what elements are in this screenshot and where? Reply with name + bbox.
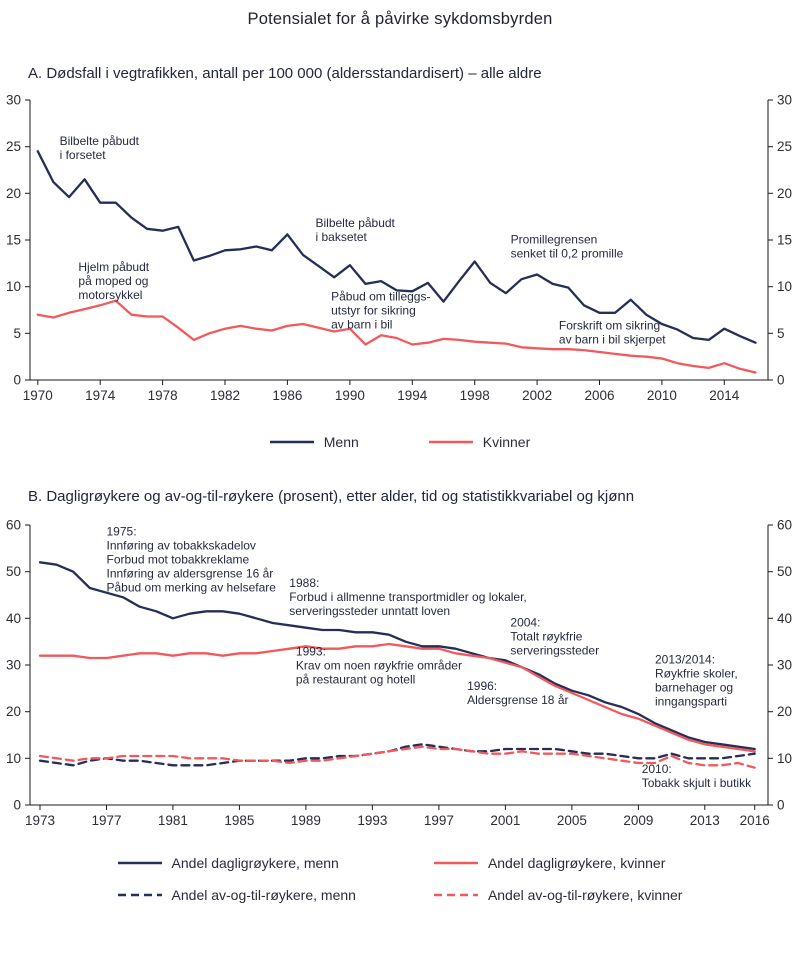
chart-a-road-deaths: 0 0 5 5 10 10 15 15 20 20 25 25 30 30 1970 1974 1978 1982… bbox=[6, 93, 792, 404]
x-tick-label: 1993 bbox=[357, 813, 387, 828]
panel-b-heading: B. Dagligrøykere og av-og-til-røykere (p… bbox=[28, 488, 635, 505]
chart-annotation: Hjelm påbudt på moped og motorsykkel bbox=[78, 260, 149, 302]
chart-annotation: Promillegrensen senket til 0,2 promille bbox=[511, 233, 624, 261]
legend-label: Andel av-og-til-røykere, menn bbox=[171, 887, 356, 903]
figure-page: Potensialet for å påvirke sykdomsbyrden … bbox=[0, 10, 800, 955]
y-tick-label: 20 bbox=[6, 704, 21, 719]
legend-b: Andel dagligrøykere, menn Andel dagligrøy… bbox=[0, 855, 800, 903]
legend-label: Andel av-og-til-røykere, kvinner bbox=[487, 887, 683, 903]
panel-a-heading: A. Dødsfall i vegtrafikken, antall per 1… bbox=[28, 65, 542, 82]
y-tick-label: 10 bbox=[6, 279, 21, 294]
dashed-line-sample-icon bbox=[117, 893, 162, 897]
chart-annotation: Bilbelte påbudt i forsetet bbox=[60, 134, 140, 162]
series-line bbox=[36, 299, 757, 374]
x-tick-label: 1982 bbox=[210, 388, 240, 403]
x-tick-label: 2014 bbox=[709, 388, 740, 403]
legend-item: Kvinner bbox=[428, 434, 531, 450]
x-tick-label: 2016 bbox=[740, 813, 770, 828]
y-tick-label: 50 bbox=[6, 564, 21, 579]
y-tick-label: 0 bbox=[777, 798, 785, 813]
series-line bbox=[38, 743, 756, 767]
chart-annotation: 2010: Tobakk skjult i butikk bbox=[642, 762, 752, 790]
x-tick-label: 1997 bbox=[424, 813, 454, 828]
x-tick-label: 2001 bbox=[490, 813, 520, 828]
x-tick-label: 2006 bbox=[584, 388, 614, 403]
chart-annotation: Bilbelte påbudt i baksetet bbox=[316, 216, 396, 244]
solid-line-sample-icon bbox=[433, 861, 478, 865]
y-tick-label: 10 bbox=[777, 751, 792, 766]
series-line bbox=[36, 150, 757, 344]
chart-annotation: Forskrift om sikring av barn i bil skjerp… bbox=[559, 319, 666, 347]
x-tick-label: 1970 bbox=[23, 388, 53, 403]
legend-item: Andel dagligrøykere, menn bbox=[117, 855, 356, 871]
chart-annotation: 2013/2014: Røykfrie skoler, barnehager og i… bbox=[655, 653, 738, 709]
y-tick-label: 0 bbox=[777, 373, 785, 388]
x-tick-label: 1989 bbox=[291, 813, 321, 828]
y-tick-label: 0 bbox=[13, 373, 21, 388]
series-line bbox=[38, 745, 756, 769]
legend-label: Andel dagligrøykere, kvinner bbox=[487, 855, 666, 871]
x-tick-label: 1986 bbox=[272, 388, 302, 403]
chart-annotation: 1975: Innføring av tobakkskadelov Forbud m… bbox=[107, 525, 277, 595]
legend-item: Andel av-og-til-røykere, kvinner bbox=[433, 887, 683, 903]
legend-item: Menn bbox=[269, 434, 359, 450]
y-tick-label: 10 bbox=[777, 279, 792, 294]
y-tick-label: 25 bbox=[6, 139, 21, 154]
x-tick-label: 1985 bbox=[224, 813, 254, 828]
x-tick-label: 1977 bbox=[91, 813, 121, 828]
x-tick-label: 2005 bbox=[557, 813, 587, 828]
legend-a: Menn Kvinner bbox=[0, 434, 800, 450]
legend-label: Andel dagligrøykere, menn bbox=[171, 855, 339, 871]
legend-label: Kvinner bbox=[482, 434, 531, 450]
x-tick-label: 1981 bbox=[158, 813, 188, 828]
solid-line-sample-icon bbox=[428, 440, 473, 444]
chart-annotation: 2004: Totalt røykfrie serveringssteder bbox=[510, 615, 599, 657]
x-tick-label: 1973 bbox=[25, 813, 55, 828]
y-tick-label: 10 bbox=[6, 751, 21, 766]
y-tick-label: 5 bbox=[777, 326, 785, 341]
y-tick-label: 0 bbox=[13, 798, 21, 813]
y-tick-label: 40 bbox=[777, 611, 792, 626]
y-tick-label: 15 bbox=[777, 233, 792, 248]
chart-b-smokers: 0 0 10 10 20 20 30 30 40 40 50 50 60 60 1973 1977 1981 19… bbox=[6, 518, 792, 829]
y-tick-label: 30 bbox=[6, 658, 21, 673]
dashed-line-sample-icon bbox=[433, 893, 478, 897]
y-tick-label: 60 bbox=[777, 518, 792, 533]
x-tick-label: 1998 bbox=[460, 388, 490, 403]
series-line bbox=[38, 561, 756, 751]
x-tick-label: 1990 bbox=[335, 388, 365, 403]
y-tick-label: 25 bbox=[777, 139, 792, 154]
y-tick-label: 20 bbox=[6, 186, 21, 201]
solid-line-sample-icon bbox=[117, 861, 162, 865]
y-tick-label: 20 bbox=[777, 186, 792, 201]
chart-annotation: 1993: Krav om noen røykfrie områder på res… bbox=[296, 645, 462, 687]
chart-annotation: Påbud om tilleggs-utstyr for sikring av b… bbox=[331, 290, 430, 332]
solid-line-sample-icon bbox=[269, 440, 314, 444]
x-tick-label: 2010 bbox=[647, 388, 677, 403]
y-tick-label: 40 bbox=[6, 611, 21, 626]
chart-annotation: 1988: Forbud i allmenne transportmidler o… bbox=[289, 576, 526, 618]
x-tick-label: 2009 bbox=[623, 813, 653, 828]
legend-item: Andel dagligrøykere, kvinner bbox=[433, 855, 683, 871]
legend-label: Menn bbox=[323, 434, 359, 450]
y-tick-label: 20 bbox=[777, 704, 792, 719]
y-tick-label: 50 bbox=[777, 564, 792, 579]
x-tick-label: 1974 bbox=[85, 388, 116, 403]
y-tick-label: 5 bbox=[13, 326, 21, 341]
chart-annotation: 1996: Aldersgrense 18 år bbox=[467, 679, 568, 707]
y-tick-label: 60 bbox=[6, 518, 21, 533]
x-tick-label: 1978 bbox=[148, 388, 178, 403]
x-tick-label: 2013 bbox=[690, 813, 720, 828]
y-tick-label: 30 bbox=[777, 93, 792, 108]
y-tick-label: 30 bbox=[777, 658, 792, 673]
y-tick-label: 15 bbox=[6, 233, 21, 248]
figure-title: Potensialet for å påvirke sykdomsbyrden bbox=[247, 10, 553, 28]
x-tick-label: 1994 bbox=[397, 388, 428, 403]
legend-item: Andel av-og-til-røykere, menn bbox=[117, 887, 356, 903]
x-tick-label: 2002 bbox=[522, 388, 552, 403]
y-tick-label: 30 bbox=[6, 93, 21, 108]
series-line bbox=[38, 642, 756, 753]
